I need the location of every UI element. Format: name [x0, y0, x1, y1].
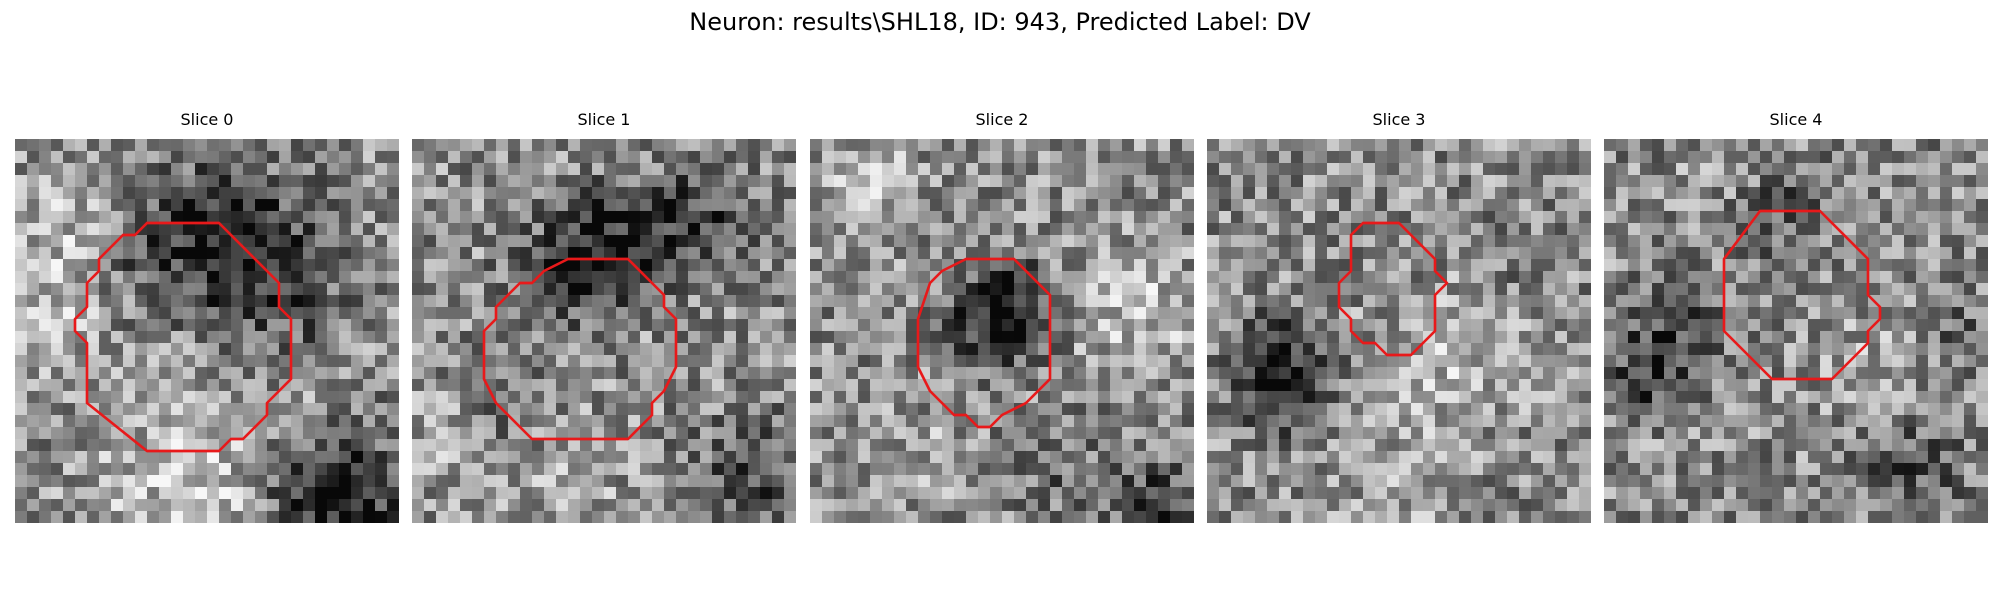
figure-title: Neuron: results\SHL18, ID: 943, Predicte…	[0, 8, 2000, 36]
slice-panel-2: Slice 2	[810, 110, 1194, 523]
slice-image-2	[810, 139, 1194, 523]
slice-panel-4: Slice 4	[1604, 110, 1988, 523]
slice-image-4	[1604, 139, 1988, 523]
slice-title: Slice 4	[1604, 110, 1988, 130]
slice-panel-1: Slice 1	[412, 110, 796, 523]
slice-title: Slice 0	[15, 110, 399, 130]
slice-title: Slice 3	[1207, 110, 1591, 130]
slice-image-3	[1207, 139, 1591, 523]
slice-title: Slice 2	[810, 110, 1194, 130]
slice-image-1	[412, 139, 796, 523]
slice-title: Slice 1	[412, 110, 796, 130]
slice-image-0	[15, 139, 399, 523]
slice-panel-0: Slice 0	[15, 110, 399, 523]
slice-panel-3: Slice 3	[1207, 110, 1591, 523]
